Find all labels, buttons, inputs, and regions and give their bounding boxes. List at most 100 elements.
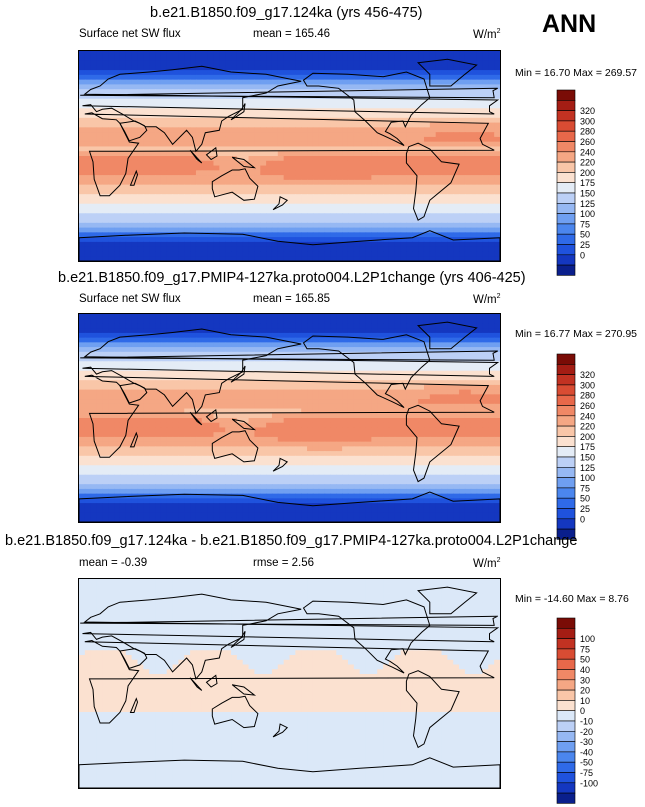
panel1-map-cell: [236, 79, 244, 86]
panel2-map-cell: [365, 351, 372, 358]
panel2-map-cell: [225, 332, 232, 339]
panel1-map-cell: [102, 213, 109, 219]
panel2-map-cell: [336, 380, 343, 386]
panel1-map-cell: [236, 222, 244, 229]
panel1-map-cell: [324, 51, 332, 57]
panel1-map-cell: [131, 237, 139, 243]
panel1-map-cell: [482, 156, 489, 162]
panel1-map-cell: [172, 156, 180, 162]
panel1-map-cell: [207, 60, 215, 66]
panel1-map-cell: [482, 222, 489, 229]
panel2-map-cell: [476, 356, 484, 362]
panel1-map-cell: [324, 127, 332, 133]
panel1-coastline: [129, 169, 139, 186]
panel2-map-cell: [476, 314, 484, 320]
panel1-map-cell: [195, 146, 203, 152]
panel1-map-cell: [289, 203, 296, 210]
panel1-map-cell: [494, 160, 500, 167]
panel1-map-cell: [400, 146, 408, 152]
panel2-map-cell: [225, 361, 232, 367]
panel1-map-cell: [324, 203, 332, 210]
panel1-map-cell: [271, 117, 279, 124]
panel1-map-cell: [295, 103, 302, 109]
panel1-map-cell: [271, 218, 279, 224]
panel2-map-cell: [155, 413, 162, 419]
panel2-map-cell: [114, 403, 121, 410]
panel1-map-cell: [90, 232, 98, 238]
panel1-map-cell: [248, 132, 256, 138]
panel1-map-cell: [79, 141, 86, 148]
panel2-map-cell: [377, 342, 384, 348]
panel1-map-cell: [137, 136, 144, 143]
panel2-map-cell: [470, 384, 478, 391]
panel1-map-cell: [476, 70, 484, 76]
panel1-map-cell: [330, 60, 337, 66]
panel2-map-cell: [125, 356, 133, 362]
panel1-map-cell: [459, 165, 466, 171]
panel1-map-cell: [119, 251, 127, 257]
panel1-map-cell: [359, 232, 367, 238]
panel1-map-cell: [307, 122, 314, 128]
panel2-map-cell: [213, 342, 220, 348]
panel1-map-cell: [418, 222, 425, 229]
panel1-map-cell: [207, 256, 215, 261]
panel1-map-cell: [301, 160, 308, 167]
panel2-map-cell: [248, 366, 256, 372]
panel1-map-cell: [242, 203, 250, 210]
panel1-map-cell: [114, 70, 121, 76]
panel1-map-cell: [90, 84, 98, 90]
panel1-map-cell: [418, 79, 425, 86]
panel1-map-cell: [248, 51, 256, 57]
panel1-map-cell: [429, 241, 437, 248]
panel1-map-cell: [295, 60, 302, 66]
panel2-map-cell: [236, 314, 244, 320]
panel1-map-cell: [79, 65, 86, 71]
panel1-map-cell: [476, 189, 484, 195]
panel1-map-cell: [131, 103, 139, 109]
panel2-map-cell: [195, 351, 203, 358]
panel1-map-cell: [289, 241, 296, 248]
panel2-map-cell: [289, 427, 296, 433]
panel1-map-cell: [423, 189, 431, 195]
panel1-map-cell: [383, 198, 390, 205]
panel1-map-cell: [207, 194, 215, 200]
panel1-map-cell: [412, 227, 419, 233]
panel2-map-cell: [160, 399, 168, 405]
panel1-map-cell: [459, 246, 466, 253]
panel1-map-cell: [172, 132, 180, 138]
panel1-map-cell: [184, 55, 191, 62]
panel1-map-cell: [207, 51, 215, 57]
panel2-map-cell: [96, 384, 103, 391]
panel1-map-cell: [254, 179, 261, 186]
panel1-map-cell: [324, 60, 332, 66]
panel2-map-cell: [494, 318, 500, 325]
panel1-map-cell: [248, 151, 256, 157]
panel1-map-cell: [353, 160, 361, 167]
panel2-map-cell: [79, 351, 86, 358]
panel1-map-cell: [155, 70, 162, 76]
panel1-map-cell: [260, 132, 267, 138]
panel2-map-cell: [359, 351, 367, 358]
panel1-map-cell: [108, 132, 115, 138]
panel1-map-cell: [476, 122, 484, 128]
panel1-map-cell: [248, 208, 256, 214]
panel2-map-cell: [494, 403, 500, 410]
panel1-map-cell: [494, 55, 500, 62]
panel1-map-cell: [96, 208, 103, 214]
panel2-map-cell: [149, 323, 156, 329]
panel1-map-cell: [172, 189, 180, 195]
panel2-map-cell: [435, 384, 443, 391]
panel2-map-cell: [488, 418, 495, 424]
panel2-map-cell: [464, 413, 472, 419]
panel2-map-cell: [418, 347, 425, 353]
panel2-map-cell: [236, 337, 244, 343]
panel2-map-cell: [371, 314, 378, 320]
panel2-map-cell: [494, 323, 500, 329]
panel2-map-cell: [184, 408, 191, 414]
panel1-map-cell: [324, 208, 332, 214]
panel2-map-cell: [172, 314, 180, 320]
panel1-map-cell: [400, 218, 408, 224]
panel1-map-cell: [271, 98, 279, 105]
panel1-map-cell: [195, 179, 203, 186]
panel2-map-cell: [219, 384, 226, 391]
